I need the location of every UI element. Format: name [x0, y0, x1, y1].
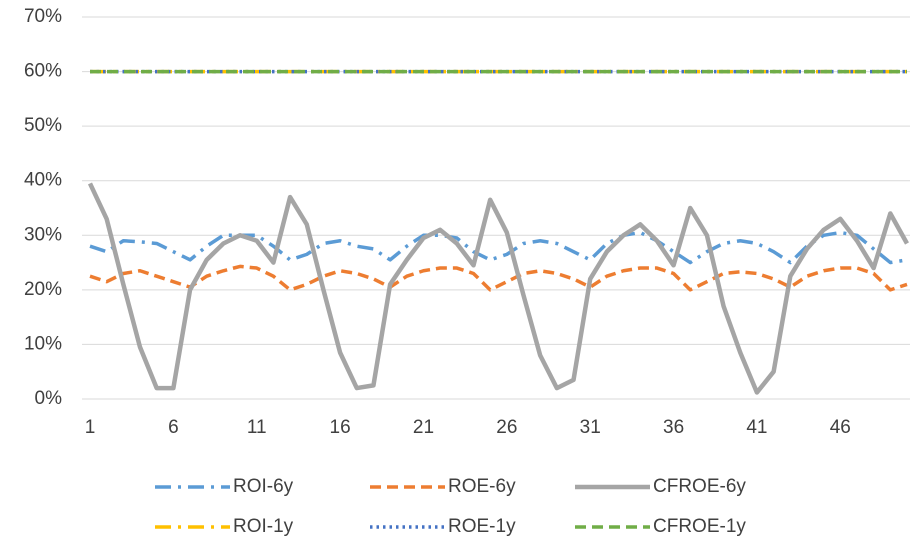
- y-tick-label: 10%: [24, 333, 62, 354]
- x-tick-label: 36: [663, 417, 684, 438]
- legend-label: ROI-1y: [233, 516, 294, 537]
- y-tick-label: 70%: [24, 6, 62, 27]
- legend-label: ROE-6y: [448, 476, 516, 497]
- y-tick-label: 0%: [35, 388, 63, 409]
- legend-label: CFROE-1y: [653, 516, 746, 537]
- x-tick-label: 31: [580, 417, 601, 438]
- series-line: [89, 264, 908, 292]
- series-line: [87, 182, 909, 395]
- x-tick-label: 41: [746, 417, 767, 438]
- y-tick-label: 30%: [24, 224, 62, 245]
- y-tick-label: 50%: [24, 115, 62, 136]
- x-tick-label: 21: [413, 417, 434, 438]
- legend-label: ROE-1y: [448, 516, 516, 537]
- legend-label: CFROE-6y: [653, 476, 746, 497]
- y-tick-label: 60%: [24, 61, 62, 82]
- x-tick-label: 16: [330, 417, 351, 438]
- y-tick-label: 20%: [24, 279, 62, 300]
- series-line: [89, 230, 908, 265]
- y-tick-label: 40%: [24, 170, 62, 191]
- x-tick-label: 26: [496, 417, 517, 438]
- legend-label: ROI-6y: [233, 476, 294, 497]
- x-tick-label: 11: [247, 417, 267, 438]
- x-tick-label: 1: [85, 417, 96, 438]
- x-tick-label: 46: [830, 417, 851, 438]
- x-tick-label: 6: [168, 417, 179, 438]
